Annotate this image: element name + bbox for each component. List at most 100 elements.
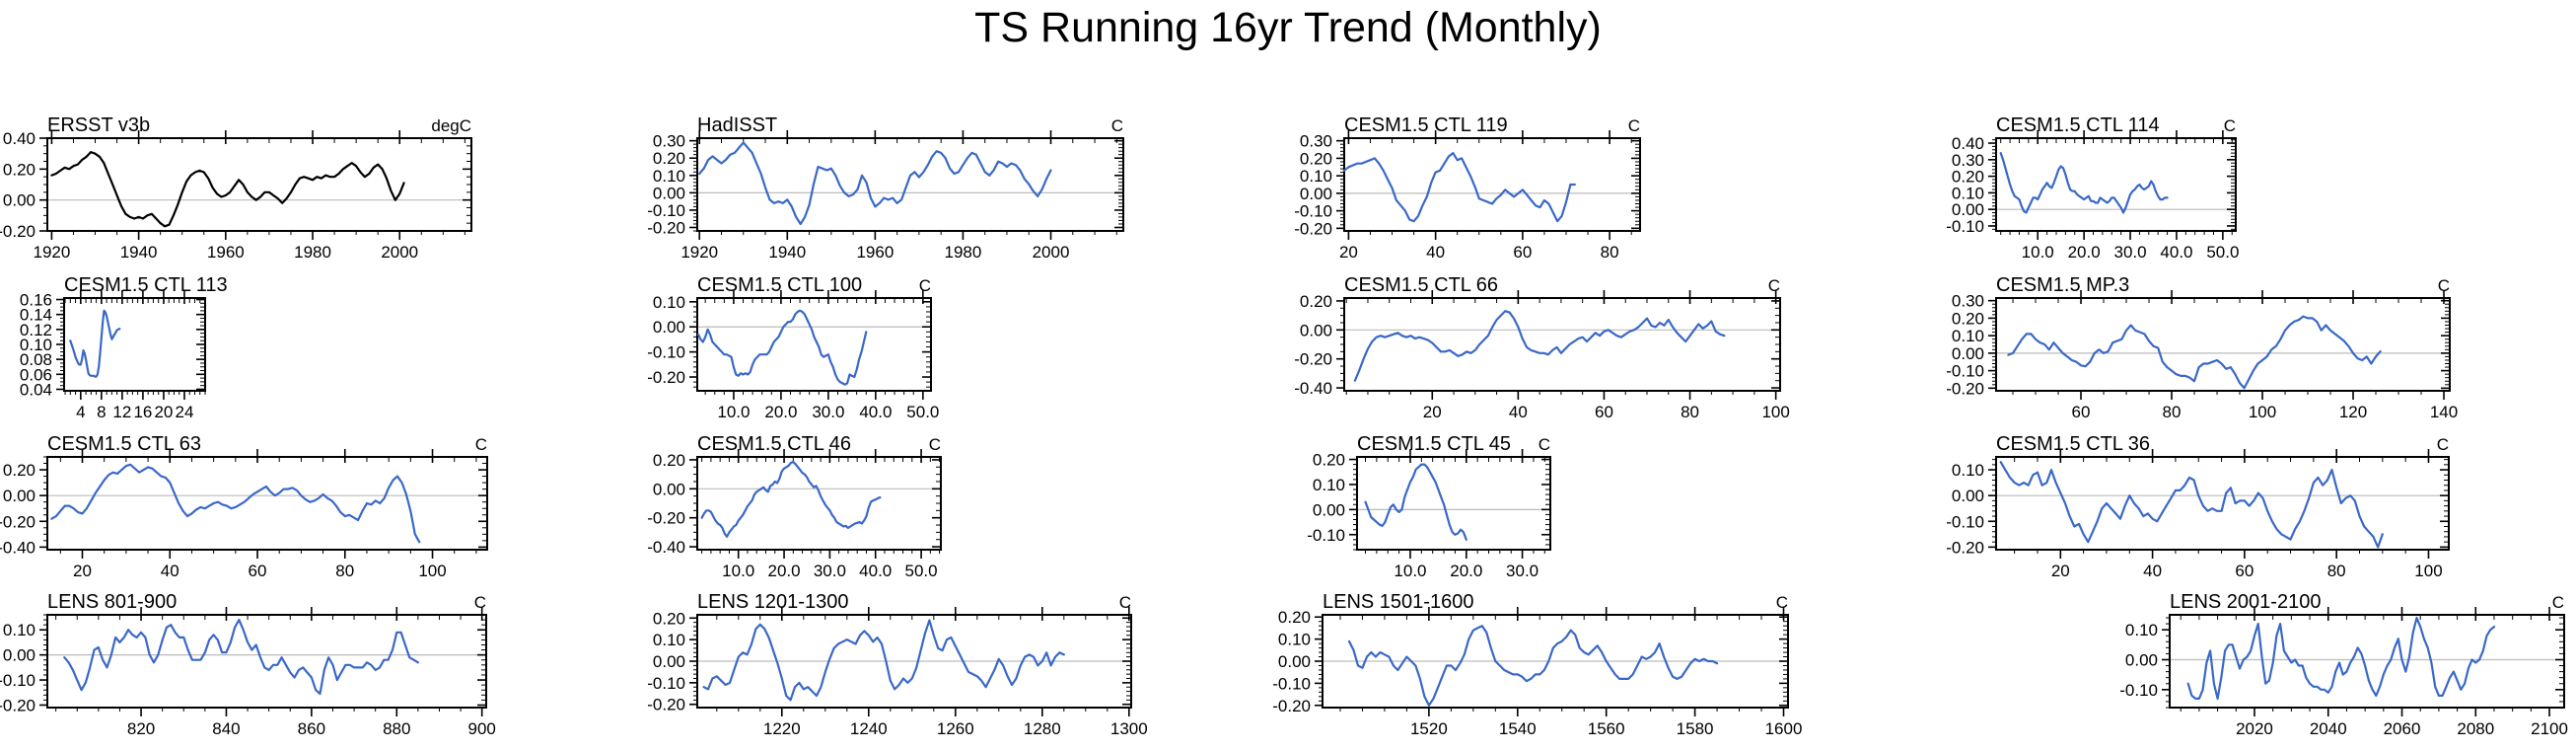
svg-text:-0.20: -0.20 xyxy=(1272,697,1311,715)
x-axis: 2020 2040 2060 2080 2100 xyxy=(2180,607,2568,738)
svg-text:2080: 2080 xyxy=(2457,719,2494,738)
plot-frame xyxy=(46,137,472,232)
svg-text:1600: 1600 xyxy=(1765,719,1803,738)
x-axis: 20 40 60 80 100 xyxy=(2014,449,2443,580)
svg-text:840: 840 xyxy=(212,719,240,738)
svg-text:0.20: 0.20 xyxy=(1313,451,1345,470)
x-axis: 1920 1940 1960 1980 2000 xyxy=(33,130,465,262)
svg-text:50.0: 50.0 xyxy=(905,562,938,580)
svg-text:40.0: 40.0 xyxy=(859,562,892,580)
svg-text:100: 100 xyxy=(2249,403,2276,421)
svg-text:1540: 1540 xyxy=(1499,719,1537,738)
svg-text:40: 40 xyxy=(161,562,179,580)
svg-text:0.10: 0.10 xyxy=(1313,476,1345,494)
svg-text:0.10: 0.10 xyxy=(653,167,685,186)
plot-frame xyxy=(63,297,206,392)
svg-text:100: 100 xyxy=(2414,562,2442,580)
series-line xyxy=(2186,616,2496,701)
x-axis: 10.0 20.0 30.0 40.0 50.0 xyxy=(701,449,941,580)
svg-text:10.0: 10.0 xyxy=(1394,562,1426,580)
svg-text:-0.10: -0.10 xyxy=(1294,202,1332,221)
panel-cesm1-5-ctl-36: 20 40 60 80 100 0.10 0.00 -0.10 -0.20 CESM1.5 CTL… xyxy=(1946,433,2450,580)
svg-text:20: 20 xyxy=(2051,562,2070,580)
panel-cesm1-5-ctl-45: 10.0 20.0 30.0 0.20 0.10 0.00 -0.10 CESM1.5 CTL… xyxy=(1307,433,1551,580)
y-axis: 0.20 0.10 0.00 -0.10 -0.20 xyxy=(1272,608,1788,715)
plot-frame xyxy=(2169,614,2565,709)
plot-frame xyxy=(46,614,487,709)
svg-text:0.10: 0.10 xyxy=(3,621,36,639)
svg-text:50.0: 50.0 xyxy=(2206,243,2239,262)
svg-text:1920: 1920 xyxy=(680,243,718,262)
panel-cesm1-5-ctl-46: 10.0 20.0 30.0 40.0 50.0 0.20 0.00 -0.20 -0.40 CE… xyxy=(647,433,942,580)
svg-text:0.16: 0.16 xyxy=(20,291,52,310)
svg-text:-0.20: -0.20 xyxy=(647,696,685,714)
svg-text:860: 860 xyxy=(298,719,325,738)
svg-text:0.00: 0.00 xyxy=(1278,652,1311,671)
panel-title: CESM1.5 CTL 66 xyxy=(1344,274,1498,296)
svg-text:16: 16 xyxy=(133,403,152,421)
x-axis: 1520 1540 1560 1580 1600 xyxy=(1339,607,1803,738)
svg-text:0.20: 0.20 xyxy=(653,609,685,628)
x-axis: 20 40 60 80 100 xyxy=(59,449,477,580)
svg-text:0.10: 0.10 xyxy=(1952,461,1984,480)
svg-text:2060: 2060 xyxy=(2384,719,2421,738)
svg-text:0.10: 0.10 xyxy=(1952,327,1984,345)
y-axis: 0.20 0.10 0.00 -0.10 -0.20 xyxy=(647,609,1131,714)
svg-text:0.06: 0.06 xyxy=(20,365,52,384)
svg-text:-0.10: -0.10 xyxy=(2119,681,2158,700)
svg-text:0.00: 0.00 xyxy=(653,184,685,202)
svg-text:50.0: 50.0 xyxy=(906,403,939,421)
svg-text:4: 4 xyxy=(76,403,85,421)
panel-title: CESM1.5 CTL 100 xyxy=(697,274,862,296)
series-line xyxy=(2007,315,2382,390)
svg-text:60: 60 xyxy=(2235,562,2254,580)
svg-text:20: 20 xyxy=(154,403,173,421)
y-axis: 0.300.200.100.00-0.10-0.20 xyxy=(1946,292,2450,398)
svg-text:20.0: 20.0 xyxy=(2068,243,2101,262)
x-axis: 20 40 60 80 100 xyxy=(1345,290,1790,421)
svg-text:-0.20: -0.20 xyxy=(647,218,685,237)
svg-text:20: 20 xyxy=(1339,243,1358,262)
panel-title: CESM1.5 MP.3 xyxy=(1996,274,2129,296)
plot-frame xyxy=(1343,297,1781,392)
panel-cesm1-5-ctl-63: 20 40 60 80 100 0.20 0.00 -0.20 -0.40 CESM1.5 CTL… xyxy=(0,433,488,580)
svg-text:80: 80 xyxy=(1681,403,1699,421)
plot-frame xyxy=(696,137,1124,232)
svg-text:0.40: 0.40 xyxy=(1952,134,1984,153)
svg-text:8: 8 xyxy=(97,403,106,421)
svg-text:0.10: 0.10 xyxy=(1278,631,1311,649)
panel-title: CESM1.5 CTL 63 xyxy=(47,433,201,455)
svg-text:-0.10: -0.10 xyxy=(1946,362,1984,381)
x-axis: 10.0 20.0 30.0 40.0 50.0 xyxy=(704,290,939,421)
y-axis: 0.10 0.00 -0.10 -0.20 xyxy=(647,293,931,388)
svg-text:30.0: 30.0 xyxy=(812,403,844,421)
svg-text:-0.40: -0.40 xyxy=(647,538,685,557)
svg-text:0.00: 0.00 xyxy=(3,191,36,210)
svg-text:0.00: 0.00 xyxy=(1952,344,1984,363)
svg-text:0.00: 0.00 xyxy=(1952,200,1984,219)
svg-text:60: 60 xyxy=(249,562,267,580)
svg-text:120: 120 xyxy=(2339,403,2367,421)
svg-text:80: 80 xyxy=(2163,403,2182,421)
svg-text:1240: 1240 xyxy=(850,719,888,738)
svg-text:20.0: 20.0 xyxy=(1450,562,1482,580)
svg-text:0.00: 0.00 xyxy=(1300,321,1332,339)
panel-cesm1-5-ctl-113: 4 8 12 16 20 240.160.140.120.100.080.060.04CE… xyxy=(20,274,228,421)
x-axis: 20 40 60 80 xyxy=(1339,130,1632,262)
panel-units: C xyxy=(2437,435,2449,454)
panel-units: C xyxy=(919,276,931,295)
svg-text:-0.10: -0.10 xyxy=(1946,512,1984,531)
svg-text:-0.40: -0.40 xyxy=(1294,379,1332,398)
svg-text:20.0: 20.0 xyxy=(768,562,801,580)
svg-text:0.10: 0.10 xyxy=(1952,184,1984,202)
series-line xyxy=(1999,461,2384,549)
svg-text:0.00: 0.00 xyxy=(1313,500,1345,519)
panel-lens-1201-1300: 1220 1240 1260 1280 1300 0.20 0.10 0.00 -0.10 -0.… xyxy=(647,591,1147,738)
svg-text:100: 100 xyxy=(1761,403,1789,421)
panel-units: degC xyxy=(431,116,471,135)
plot-frame xyxy=(1995,137,2237,232)
svg-text:30.0: 30.0 xyxy=(1506,562,1538,580)
y-axis: 0.10 0.00 -0.10 xyxy=(2119,617,2564,709)
series-line xyxy=(63,618,419,696)
